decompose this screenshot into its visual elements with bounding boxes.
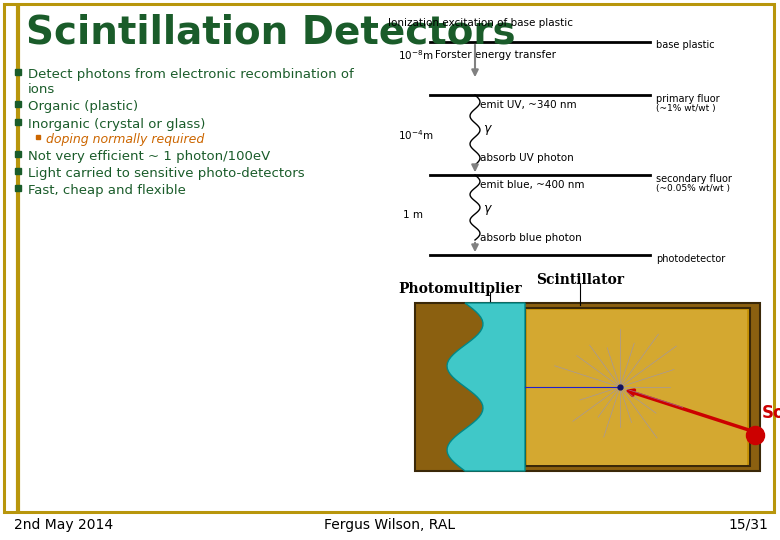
Text: emit UV, ~340 nm: emit UV, ~340 nm xyxy=(480,100,576,110)
Text: Scintillation Detectors: Scintillation Detectors xyxy=(26,14,516,52)
Text: (~1% wt/wt ): (~1% wt/wt ) xyxy=(656,104,715,113)
Text: secondary fluor: secondary fluor xyxy=(656,174,732,184)
Bar xyxy=(525,308,750,466)
Text: $\gamma$: $\gamma$ xyxy=(483,123,493,137)
Text: $10^{-4}$m: $10^{-4}$m xyxy=(398,128,434,142)
Text: Inorganic (crystal or glass): Inorganic (crystal or glass) xyxy=(28,118,205,131)
Bar xyxy=(527,310,747,465)
Text: 2nd May 2014: 2nd May 2014 xyxy=(14,518,113,532)
Text: absorb blue photon: absorb blue photon xyxy=(480,233,582,243)
Text: Light carried to sensitive photo-detectors: Light carried to sensitive photo-detecto… xyxy=(28,167,305,180)
Text: Organic (plastic): Organic (plastic) xyxy=(28,100,138,113)
Text: Source: Source xyxy=(762,404,780,422)
Text: Scintillator: Scintillator xyxy=(536,273,624,287)
Text: $\gamma$: $\gamma$ xyxy=(483,203,493,217)
Text: Forster energy transfer: Forster energy transfer xyxy=(435,50,556,60)
Text: 15/31: 15/31 xyxy=(728,518,768,532)
Text: Not very efficient ~ 1 photon/100eV: Not very efficient ~ 1 photon/100eV xyxy=(28,150,270,163)
Text: (~0.05% wt/wt ): (~0.05% wt/wt ) xyxy=(656,184,730,193)
Text: doping normally required: doping normally required xyxy=(46,133,204,146)
Text: Photomultiplier: Photomultiplier xyxy=(398,282,522,296)
Text: emit blue, ~400 nm: emit blue, ~400 nm xyxy=(480,180,584,190)
Text: Fergus Wilson, RAL: Fergus Wilson, RAL xyxy=(324,518,456,532)
Polygon shape xyxy=(447,303,525,471)
Text: Detect photons from electronic recombination of
ions: Detect photons from electronic recombina… xyxy=(28,68,354,96)
Text: $10^{-8}$m: $10^{-8}$m xyxy=(398,48,434,62)
Text: Fast, cheap and flexible: Fast, cheap and flexible xyxy=(28,184,186,197)
Text: primary fluor: primary fluor xyxy=(656,94,720,104)
Text: photodetector: photodetector xyxy=(656,254,725,264)
Bar xyxy=(415,303,760,471)
Text: Ionization excitation of base plastic: Ionization excitation of base plastic xyxy=(388,18,573,28)
Text: 1 m: 1 m xyxy=(403,210,423,220)
Text: absorb UV photon: absorb UV photon xyxy=(480,153,574,163)
Text: base plastic: base plastic xyxy=(656,40,714,50)
